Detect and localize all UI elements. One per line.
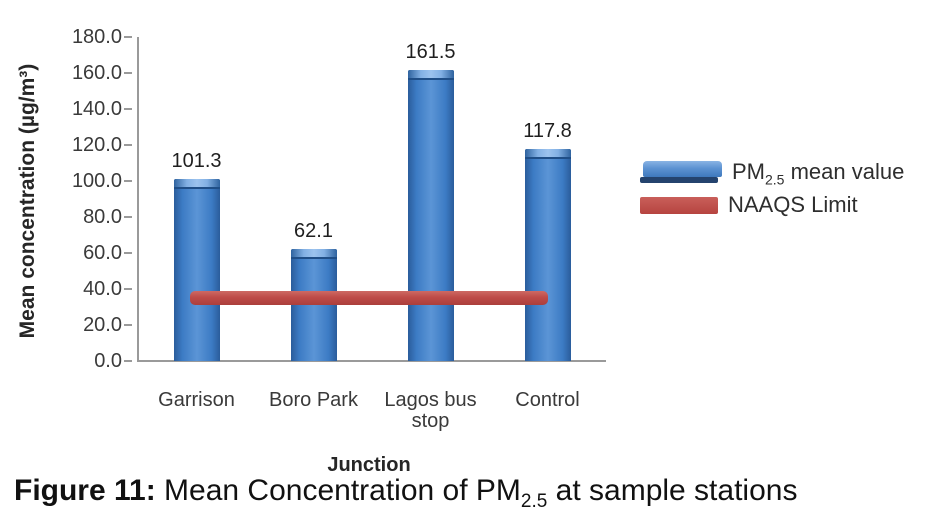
y-tick-mark: [124, 216, 132, 218]
legend-item-pm25: PM2.5 mean value: [640, 159, 905, 188]
y-tick-mark: [124, 252, 132, 254]
figure-caption: Figure 11: Mean Concentration of PM2.5 a…: [14, 474, 798, 512]
y-tick-label: 180.0: [71, 26, 122, 48]
bar-boro-park: [290, 249, 337, 361]
bar-top-bevel: [173, 179, 220, 189]
x-axis-line: [137, 360, 606, 362]
y-tick-mark: [124, 108, 132, 110]
bar-lagos-bus-stop: [407, 70, 454, 361]
bar-garrison: [173, 179, 220, 361]
y-tick-mark: [124, 324, 132, 326]
y-axis-line: [137, 37, 139, 362]
x-category-label: Boro Park: [269, 389, 358, 411]
y-tick-mark: [124, 360, 132, 362]
bar-value-label: 117.8: [523, 120, 572, 142]
legend-label-pm25: PM2.5 mean value: [732, 159, 905, 188]
bar-value-label: 62.1: [294, 220, 333, 242]
x-category-label: Control: [515, 389, 580, 411]
bar-control: [524, 149, 571, 361]
y-tick-mark: [124, 288, 132, 290]
x-axis-title: Junction: [327, 454, 411, 476]
bar-value-label: 161.5: [405, 41, 456, 63]
y-tick-label: 20.0: [83, 314, 122, 336]
y-tick-mark: [124, 180, 132, 182]
legend-label-naaqs: NAAQS Limit: [728, 192, 858, 217]
y-tick-label: 120.0: [71, 134, 122, 156]
bar-top-bevel: [524, 149, 571, 159]
y-tick-mark: [124, 72, 132, 74]
y-tick-label: 0.0: [94, 350, 122, 372]
y-tick-mark: [124, 144, 132, 146]
y-tick-label: 100.0: [71, 170, 122, 192]
y-tick-label: 60.0: [83, 242, 122, 264]
legend-item-naaqs: NAAQS Limit: [640, 194, 904, 216]
bar-top-bevel: [290, 249, 337, 259]
y-tick-label: 80.0: [83, 206, 122, 228]
x-category-label: Lagos bus stop: [384, 389, 477, 432]
y-tick-mark: [124, 36, 132, 38]
figure-caption-number: Figure 11:: [14, 474, 156, 507]
bar-value-label: 101.3: [171, 150, 222, 172]
bar-top-bevel: [407, 70, 454, 80]
y-tick-label: 160.0: [71, 62, 122, 84]
y-tick-label: 40.0: [83, 278, 122, 300]
legend-bar-swatch-icon: [640, 161, 722, 183]
legend: PM2.5 mean value NAAQS Limit: [640, 161, 904, 216]
legend-line-swatch-icon: [640, 196, 718, 214]
naaqs-limit-line: [190, 291, 548, 305]
x-category-label: Garrison: [158, 389, 235, 411]
y-tick-label: 140.0: [71, 98, 122, 120]
